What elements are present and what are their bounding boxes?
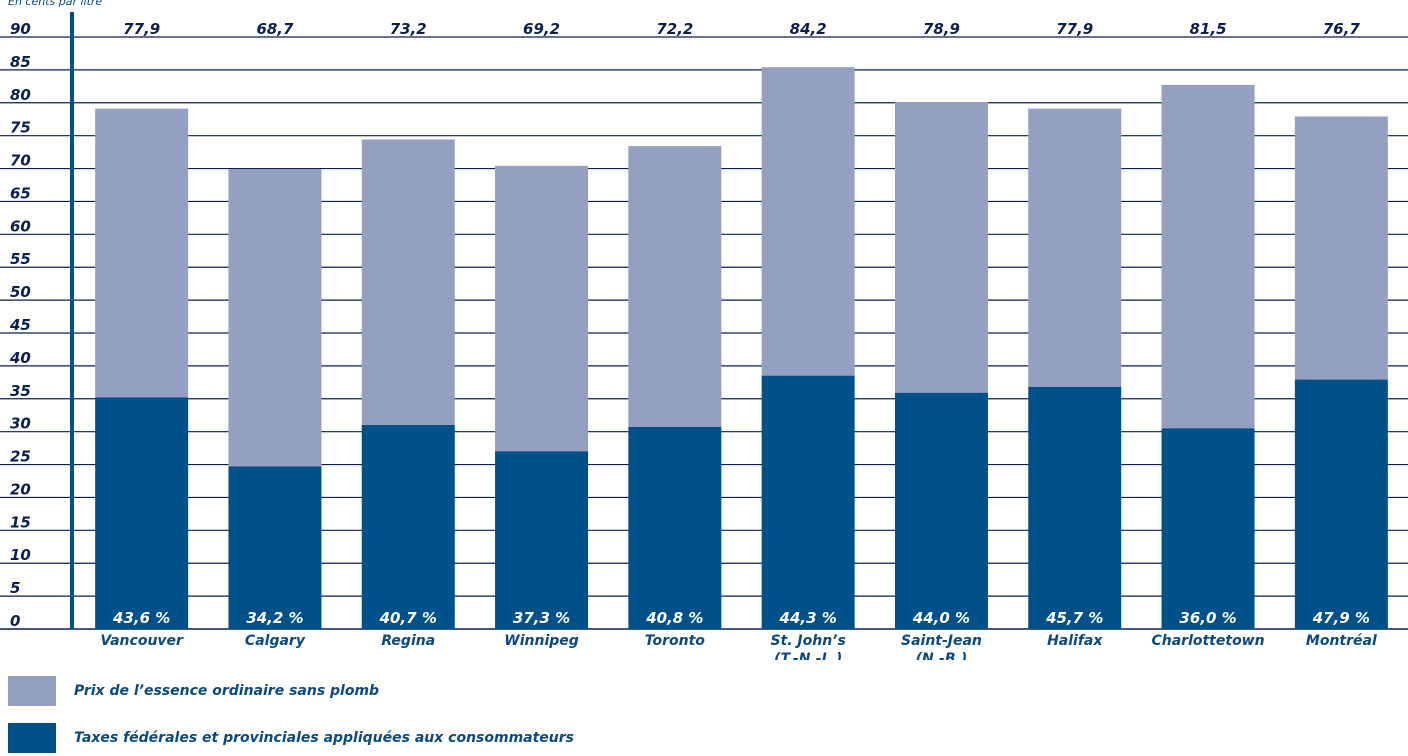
- y-tick-label: 20: [10, 480, 31, 498]
- bar-tax-segment: [361, 424, 455, 629]
- bar-total-label: 77,9: [1056, 20, 1093, 38]
- category-label: Montréal: [1306, 633, 1377, 649]
- bar-tax-share-label: 40,7 %: [379, 609, 437, 627]
- y-tick-label: 15: [10, 513, 31, 531]
- y-tick-label: 35: [10, 382, 31, 400]
- category-label: Calgary: [245, 633, 306, 649]
- category-label: Saint-Jean: [901, 633, 982, 649]
- y-tick-label: 45: [9, 316, 31, 334]
- bar-tax-segment: [95, 397, 189, 629]
- bar-tax-share-label: 47,9 %: [1312, 609, 1370, 627]
- category-label: Halifax: [1047, 633, 1103, 649]
- y-tick-label: 30: [10, 415, 31, 433]
- y-tick-label: 55: [10, 250, 31, 268]
- y-tick-label: 60: [10, 217, 31, 235]
- bar-total-label: 68,7: [256, 20, 294, 38]
- category-label: St. John’s: [770, 633, 845, 649]
- category-label-line2: (N.-B.): [916, 651, 968, 660]
- legend-label-price: Prix de l’essence ordinaire sans plomb: [74, 683, 380, 699]
- category-label-line2: (T.-N.-L.): [774, 651, 842, 660]
- bar-tax-segment: [894, 392, 988, 629]
- bar-total-label: 69,2: [523, 20, 560, 38]
- y-tick-label: 90: [10, 20, 31, 38]
- legend-swatch-price: [8, 676, 56, 706]
- y-tick-label: 50: [10, 283, 31, 301]
- bar-tax-segment: [1161, 428, 1255, 629]
- bar-price-segment: [228, 169, 322, 467]
- category-label: Regina: [381, 633, 435, 649]
- bar-total-label: 77,9: [123, 20, 160, 38]
- legend-item-price: Prix de l’essence ordinaire sans plomb: [8, 676, 379, 706]
- bar-total-label: 84,2: [790, 20, 827, 38]
- bar-price-segment: [628, 146, 722, 427]
- y-tick-label: 75: [10, 119, 31, 137]
- bar-tax-share-label: 40,8 %: [645, 609, 703, 627]
- bar-tax-share-label: 34,2 %: [246, 609, 303, 627]
- bar-tax-segment: [1294, 379, 1388, 629]
- bar-tax-share-label: 36,0 %: [1179, 609, 1236, 627]
- total-labels: 77,9 68,7 73,2 69,2 72,2 84,2 78,9 77,9 81,5 76,7: [123, 20, 1360, 38]
- legend-label-tax: Taxes fédérales et provinciales appliqué…: [74, 730, 575, 746]
- y-tick-label: 10: [10, 546, 31, 564]
- y-tick-label: 40: [9, 349, 31, 367]
- bars: [95, 67, 1388, 629]
- bar-tax-share-label: 43,6 %: [112, 609, 170, 627]
- y-tick-label: 85: [10, 53, 31, 71]
- bar-price-segment: [1161, 84, 1255, 429]
- y-tick-label: 70: [10, 152, 31, 170]
- y-tick-label: 80: [10, 86, 31, 104]
- y-axis-line: [70, 12, 74, 629]
- bar-total-label: 72,2: [656, 20, 693, 38]
- bar-price-segment: [495, 165, 589, 452]
- bar-tax-share-label: 45,7 %: [1045, 609, 1103, 627]
- bar-price-segment: [761, 67, 855, 376]
- bar-total-label: 81,5: [1190, 20, 1227, 38]
- legend-swatch-tax: [8, 723, 56, 753]
- y-tick-label: 5: [10, 579, 20, 597]
- category-label: Toronto: [645, 633, 706, 649]
- y-tick-label: 25: [10, 448, 31, 466]
- bar-price-segment: [1028, 108, 1122, 387]
- y-tick-label: 65: [10, 184, 31, 202]
- bar-total-label: 76,7: [1323, 20, 1361, 38]
- bar-tax-segment: [628, 426, 722, 629]
- bar-tax-share-label: 44,0 %: [912, 609, 970, 627]
- bar-price-segment: [1294, 116, 1388, 380]
- tax-share-labels: 43,6 % 34,2 % 40,7 % 37,3 % 40,8 % 44,3 % 44,0…: [112, 609, 1370, 627]
- y-tick-label: 0: [10, 612, 20, 630]
- gas-price-chart: En cents par litre 0 5 10 15 20 25 30 35 40 45 50 5…: [0, 0, 1408, 660]
- bar-total-label: 73,2: [390, 20, 427, 38]
- category-label: Vancouver: [100, 633, 184, 649]
- bar-tax-segment: [495, 451, 589, 629]
- bar-tax-share-label: 37,3 %: [513, 609, 570, 627]
- bar-price-segment: [894, 102, 988, 393]
- bar-price-segment: [361, 139, 455, 425]
- bar-tax-segment: [1028, 386, 1122, 629]
- bar-tax-segment: [761, 375, 855, 629]
- bar-tax-share-label: 44,3 %: [779, 609, 837, 627]
- category-label: Charlottetown: [1151, 633, 1264, 649]
- category-label: Winnipeg: [504, 633, 579, 649]
- bar-total-label: 78,9: [923, 20, 960, 38]
- bar-price-segment: [95, 108, 189, 398]
- legend-item-tax: Taxes fédérales et provinciales appliqué…: [8, 723, 574, 753]
- bar-tax-segment: [228, 466, 322, 629]
- unit-label: En cents par litre: [8, 0, 102, 8]
- y-axis-ticks: 0 5 10 15 20 25 30 35 40 45 50 55 60 65 70 75 80 85 90: [9, 20, 31, 630]
- category-labels: Vancouver Calgary Regina Winnipeg Toronto St.…: [100, 633, 1377, 660]
